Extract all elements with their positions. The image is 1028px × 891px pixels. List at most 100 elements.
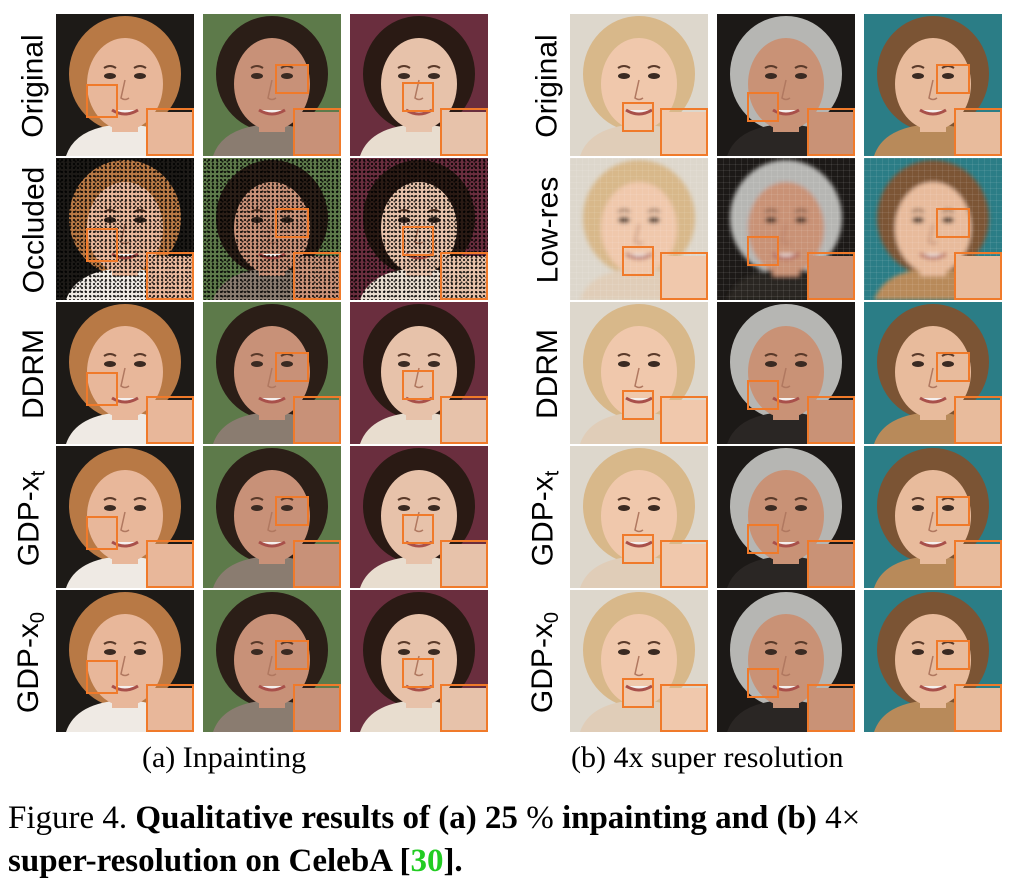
face-image-blonde-woman [570, 158, 708, 300]
row-label-2: DDRM [14, 302, 54, 446]
zoom-inset [293, 252, 341, 300]
roi-box [936, 640, 970, 670]
zoom-inset [146, 252, 194, 300]
row-label-subscript: t [27, 470, 50, 476]
row-label-text: Low-res [531, 176, 565, 284]
occlusion-mask [442, 254, 486, 298]
caption-factor: 4× [825, 800, 861, 836]
face-image-young-man-dark-hair [203, 446, 341, 588]
face-image-gray-haired-man [717, 14, 855, 156]
roi-box [747, 92, 779, 122]
roi-box [402, 514, 434, 544]
face-image-woman-red-hair [56, 590, 194, 732]
row-label-subscript: t [541, 470, 564, 476]
row-label-0: Original [14, 14, 54, 158]
face-image-gray-haired-man [717, 446, 855, 588]
face-image-girl-colorful-bg [350, 14, 488, 156]
row-label-text: Original [531, 34, 564, 138]
figure-caption: Figure 4. Qualitative results of (a) 25 … [8, 797, 1018, 883]
zoom-inset [146, 108, 194, 156]
roi-box [275, 64, 309, 94]
face-image-blonde-woman [570, 14, 708, 156]
face-image-girl-colorful-bg [350, 158, 488, 300]
roi-box [275, 352, 309, 382]
face-image-girl-colorful-bg [350, 446, 488, 588]
face-image-blonde-woman [570, 590, 708, 732]
roi-box [936, 352, 970, 382]
roi-box [936, 496, 970, 526]
zoom-inset [807, 108, 855, 156]
zoom-inset [146, 684, 194, 732]
zoom-inset [954, 108, 1002, 156]
zoom-inset [146, 540, 194, 588]
row-label-3: GDP-xt [527, 446, 568, 590]
face-image-blonde-woman [570, 302, 708, 444]
roi-box [86, 660, 118, 694]
face-image-young-girl [864, 446, 1002, 588]
zoom-inset [293, 540, 341, 588]
face-image-woman-red-hair [56, 158, 194, 300]
zoom-inset [440, 540, 488, 588]
zoom-inset [440, 108, 488, 156]
roi-box [936, 208, 970, 238]
zoom-inset [440, 252, 488, 300]
caption-percent: % [526, 800, 554, 836]
row-label-4: GDP-x0 [526, 590, 568, 734]
zoom-inset [293, 396, 341, 444]
roi-box [86, 84, 118, 118]
zoom-inset [954, 540, 1002, 588]
zoom-inset [954, 252, 1002, 300]
row-label-text: DDRM [17, 329, 50, 419]
caption-bold-2: inpainting and (b) [561, 800, 817, 836]
roi-box [275, 640, 309, 670]
roi-box [275, 208, 309, 238]
row-label-subscript: 0 [27, 611, 50, 623]
zoom-inset [807, 540, 855, 588]
row-label-text: Occluded [17, 166, 50, 294]
zoom-inset [660, 252, 708, 300]
zoom-inset [146, 396, 194, 444]
row-label-text: GDP-x [12, 475, 46, 566]
zoom-inset [954, 396, 1002, 444]
zoom-inset [293, 108, 341, 156]
row-label-subscript: 0 [541, 611, 564, 623]
citation-link[interactable]: 30 [410, 843, 444, 879]
face-image-gray-haired-man [717, 158, 855, 300]
row-label-text: GDP-x [526, 622, 560, 713]
face-image-young-girl [864, 158, 1002, 300]
zoom-inset [954, 684, 1002, 732]
zoom-inset [660, 108, 708, 156]
roi-box [622, 678, 654, 708]
face-image-woman-red-hair [56, 302, 194, 444]
row-label-text: GDP-x [12, 622, 46, 713]
zoom-inset [660, 396, 708, 444]
zoom-inset [660, 684, 708, 732]
face-image-young-man-dark-hair [203, 302, 341, 444]
figure-number: Figure 4. [8, 800, 128, 836]
face-image-young-girl [864, 302, 1002, 444]
panel-b-caption: (b) 4x super resolution [571, 741, 844, 774]
row-label-0: Original [528, 14, 568, 158]
zoom-inset [807, 684, 855, 732]
occlusion-mask [295, 254, 339, 298]
face-image-woman-red-hair [56, 446, 194, 588]
face-image-gray-haired-man [717, 302, 855, 444]
zoom-inset [807, 396, 855, 444]
occlusion-mask [148, 254, 192, 298]
roi-box [275, 496, 309, 526]
zoom-inset [440, 684, 488, 732]
face-image-girl-colorful-bg [350, 302, 488, 444]
zoom-inset [440, 396, 488, 444]
caption-bold-1: Qualitative results of (a) 25 [135, 800, 518, 836]
face-image-girl-colorful-bg [350, 590, 488, 732]
roi-box [86, 516, 118, 550]
face-image-young-girl [864, 590, 1002, 732]
face-image-gray-haired-man [717, 590, 855, 732]
roi-box [622, 390, 654, 420]
roi-box [747, 380, 779, 410]
caption-bold-3: super-resolution on CelebA [ [8, 843, 411, 879]
roi-box [622, 246, 654, 276]
face-image-woman-red-hair [56, 14, 194, 156]
zoom-inset [293, 684, 341, 732]
row-label-text: Original [17, 34, 50, 138]
